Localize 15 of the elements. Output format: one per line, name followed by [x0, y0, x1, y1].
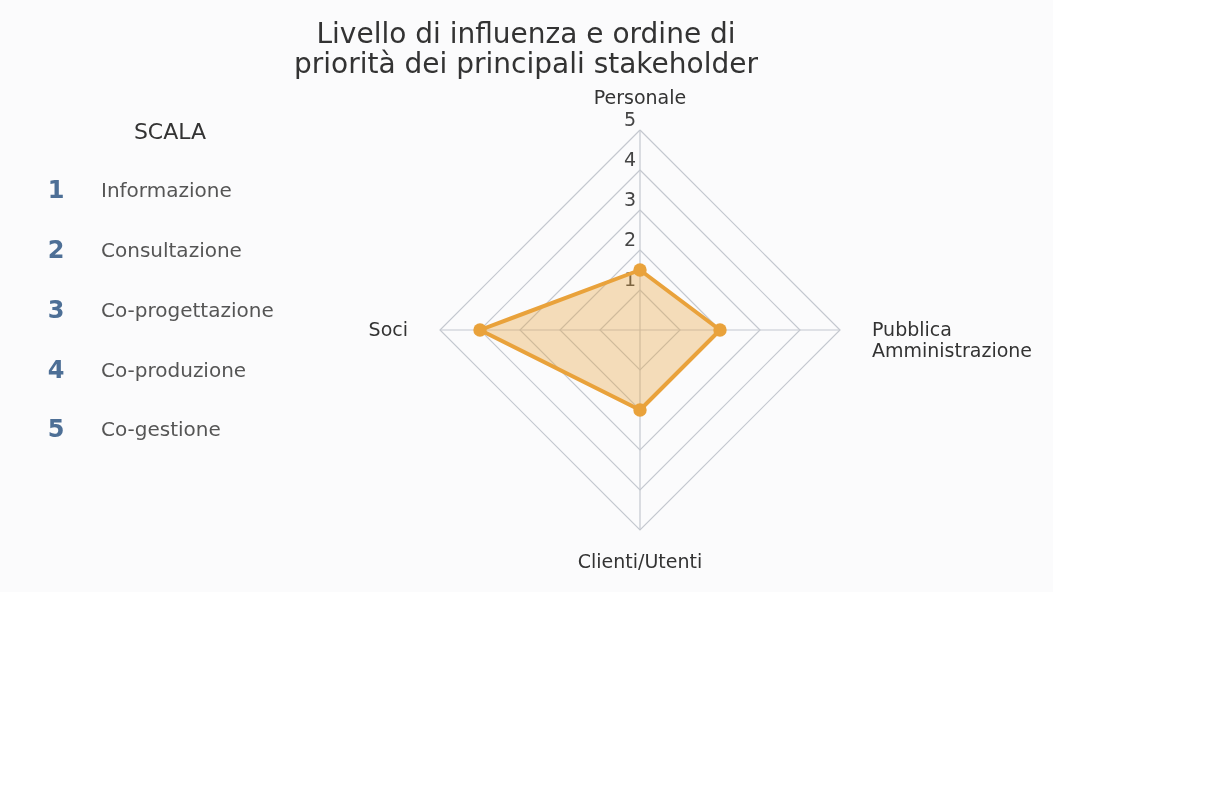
- text: SCALA: [133, 118, 207, 144]
- spoke-label: Clienti/Utenti: [577, 550, 703, 572]
- y-tick-label: 3: [623, 188, 636, 210]
- spoke-label: Personale: [593, 86, 687, 108]
- chart-title: Livello di influenza e ordine di priorità dei principali stakeholder: [294, 17, 759, 80]
- text: 5 Co-gestione: [47, 415, 221, 444]
- text: 4 Co-produzione: [47, 355, 247, 384]
- text: 2 Consultazione: [47, 236, 242, 265]
- spoke-label: Soci: [368, 318, 408, 340]
- y-tick-label: 5: [623, 108, 636, 130]
- y-tick-label: 2: [623, 228, 636, 250]
- text: 3 Co-progettazione: [47, 295, 274, 324]
- text: 1 Informazione: [47, 176, 232, 205]
- spoke-label: Pubblica Amministrazione: [872, 318, 1033, 361]
- y-tick-label: 4: [623, 148, 636, 170]
